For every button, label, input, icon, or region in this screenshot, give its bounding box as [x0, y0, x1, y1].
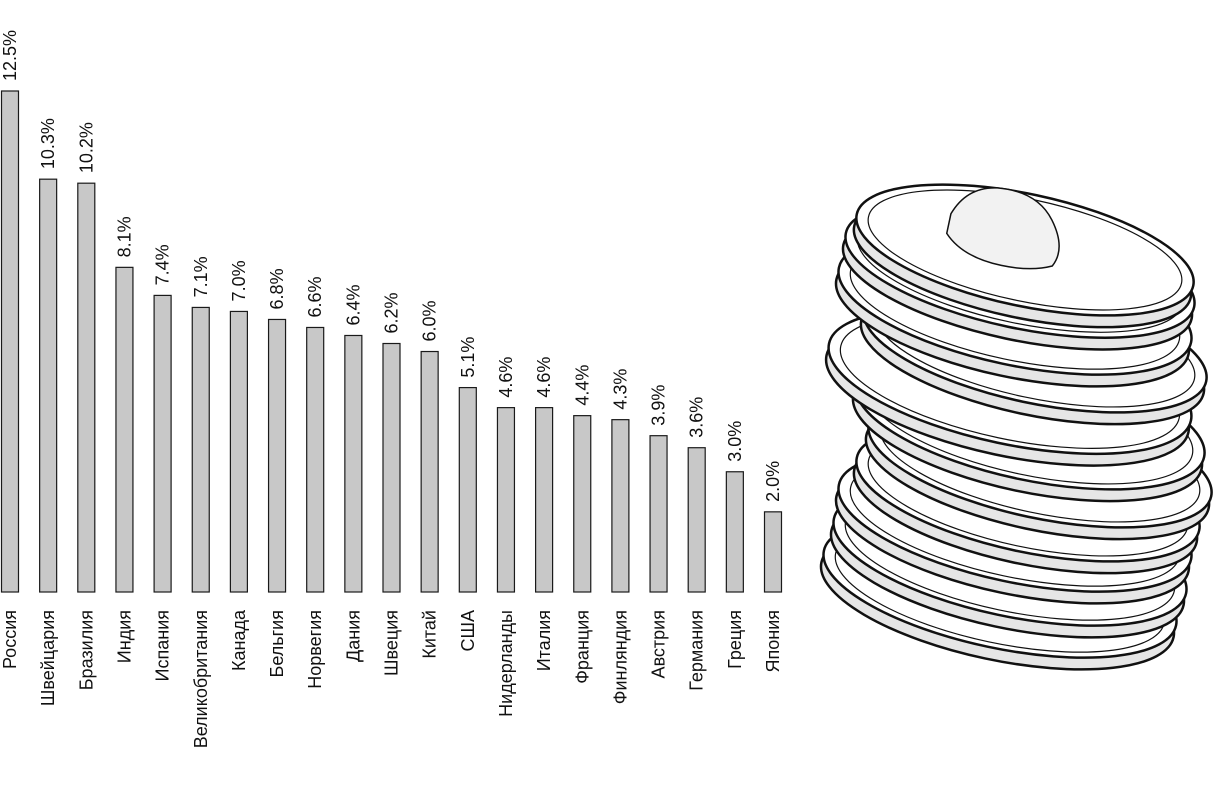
category-label: Дания	[343, 610, 363, 662]
bar-2	[39, 178, 58, 593]
value-label: 3.0%	[725, 421, 745, 462]
value-label: 10.2%	[76, 122, 96, 173]
bar-21	[763, 511, 783, 593]
value-label: 6.8%	[267, 268, 287, 309]
value-label: 3.9%	[649, 385, 669, 426]
value-label: 6.4%	[343, 284, 363, 325]
value-label: 4.4%	[572, 365, 592, 406]
category-label: Италия	[534, 610, 554, 671]
bar-9	[306, 326, 325, 593]
value-label: 5.1%	[458, 337, 478, 378]
bar-17	[611, 419, 630, 593]
bars	[0, 90, 783, 593]
category-label: Россия	[0, 610, 20, 669]
category-label: Австрия	[649, 610, 669, 678]
value-label: 2.0%	[763, 461, 783, 502]
bar-4	[115, 266, 134, 593]
value-label: 4.6%	[534, 357, 554, 398]
labels: 12.5% Россия 10.3% Швейцария 10.2% Бразилия 8.…	[0, 30, 783, 748]
value-label: 4.6%	[496, 357, 516, 398]
category-label: Индия	[114, 610, 134, 663]
category-label: Испания	[153, 610, 173, 681]
value-label: 7.1%	[191, 256, 211, 297]
category-label: Нидерланды	[496, 610, 516, 717]
bar-3	[77, 182, 96, 593]
category-label: Греция	[725, 610, 745, 669]
bar-6	[191, 306, 210, 593]
bar-10	[344, 334, 363, 593]
value-label: 6.0%	[420, 300, 440, 341]
category-label: Япония	[763, 610, 783, 673]
bar-13	[458, 386, 477, 593]
category-label: Канада	[229, 609, 249, 671]
bar-19	[687, 447, 706, 593]
bar-16	[573, 415, 592, 593]
category-label: Великобритания	[191, 610, 211, 748]
bar-8	[267, 318, 287, 593]
coin-stack-icon	[819, 183, 1213, 671]
value-label: 6.6%	[305, 276, 325, 317]
bar-14	[496, 407, 516, 593]
category-label: Финляндия	[610, 610, 630, 704]
category-label: Норвегия	[305, 610, 325, 689]
category-label: Китай	[420, 610, 440, 659]
category-label: США	[458, 610, 478, 652]
category-label: Швейцария	[38, 610, 58, 706]
value-label: 7.4%	[153, 244, 173, 285]
category-label: Германия	[687, 610, 707, 691]
bar-15	[534, 407, 554, 593]
value-label: 8.1%	[114, 216, 134, 257]
category-label: Бразилия	[76, 610, 96, 690]
value-label: 7.0%	[229, 260, 249, 301]
value-label: 3.6%	[687, 397, 707, 438]
value-label: 10.3%	[38, 118, 58, 169]
portrait-icon	[945, 187, 1060, 270]
category-label: Бельгия	[267, 610, 287, 677]
bar-12	[420, 350, 439, 593]
bar-1	[0, 90, 20, 593]
value-label: 12.5%	[0, 30, 20, 81]
category-label: Франция	[572, 610, 592, 684]
category-label: Швеция	[382, 610, 402, 676]
bar-18	[649, 435, 668, 593]
value-label: 4.3%	[610, 369, 630, 410]
value-label: 6.2%	[382, 292, 402, 333]
bar-11	[382, 342, 401, 593]
bar-7	[229, 310, 248, 593]
bar-5	[153, 294, 172, 593]
bar-20	[725, 471, 744, 593]
